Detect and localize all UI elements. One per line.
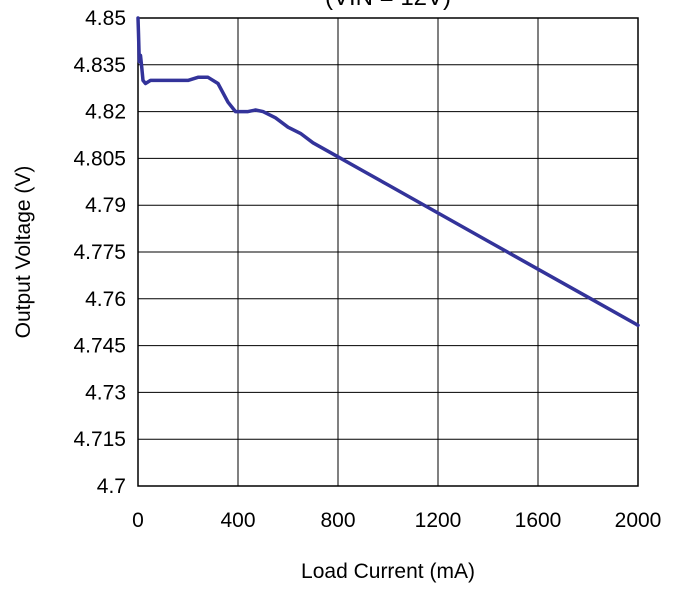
series-line [136, 16, 640, 328]
y-tick-label: 4.7 [97, 475, 126, 498]
x-tick-label: 2000 [615, 509, 662, 532]
x-tick-label: 1600 [515, 509, 562, 532]
y-tick-label: 4.805 [73, 147, 126, 170]
x-tick-label: 800 [320, 509, 355, 532]
y-tick-label: 4.835 [73, 54, 126, 77]
y-tick-label: 4.85 [85, 7, 126, 30]
x-tick-label: 0 [132, 509, 144, 532]
y-tick-label: 4.775 [73, 241, 126, 264]
chart-title: (VIN = 12V) [325, 0, 451, 11]
grid-lines [138, 18, 638, 486]
y-axis-label: Output Voltage (V) [12, 166, 35, 339]
x-tick-label: 400 [220, 509, 255, 532]
series-layer [136, 16, 640, 328]
y-tick-label: 4.73 [85, 381, 126, 404]
x-axis-label: Load Current (mA) [301, 560, 475, 583]
x-tick-labels: 0 400 800 1200 1600 2000 [132, 509, 661, 532]
x-tick-label: 1200 [415, 509, 462, 532]
y-tick-labels: 4.85 4.835 4.82 4.805 4.79 4.775 4.76 4.745 4.73… [73, 7, 126, 498]
plot-area [137, 17, 639, 487]
y-tick-label: 4.715 [73, 428, 126, 451]
y-tick-label: 4.745 [73, 335, 126, 358]
y-tick-label: 4.82 [85, 101, 126, 124]
y-tick-label: 4.76 [85, 288, 126, 311]
y-tick-label: 4.79 [85, 194, 126, 217]
chart-title-wrap: (VIN = 12V) [325, 0, 451, 11]
